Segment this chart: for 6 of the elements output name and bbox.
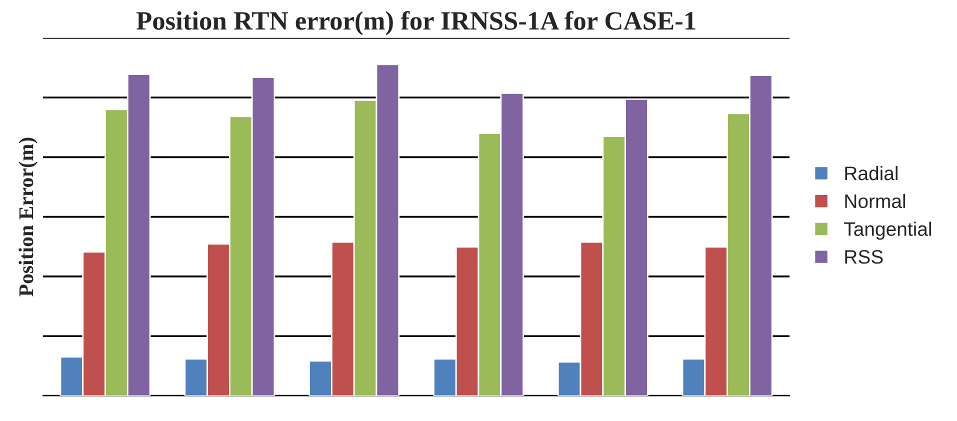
legend-label: Radial — [845, 166, 898, 180]
legend-label: RSS — [845, 250, 883, 264]
y-axis-title: Position Error(m) — [18, 138, 38, 296]
legend-label: Tangential — [844, 222, 931, 240]
legend-label: Normal — [845, 194, 906, 208]
chart-title: Position RTN error(m) for IRNSS-1A for CASE-1 — [136, 10, 696, 36]
